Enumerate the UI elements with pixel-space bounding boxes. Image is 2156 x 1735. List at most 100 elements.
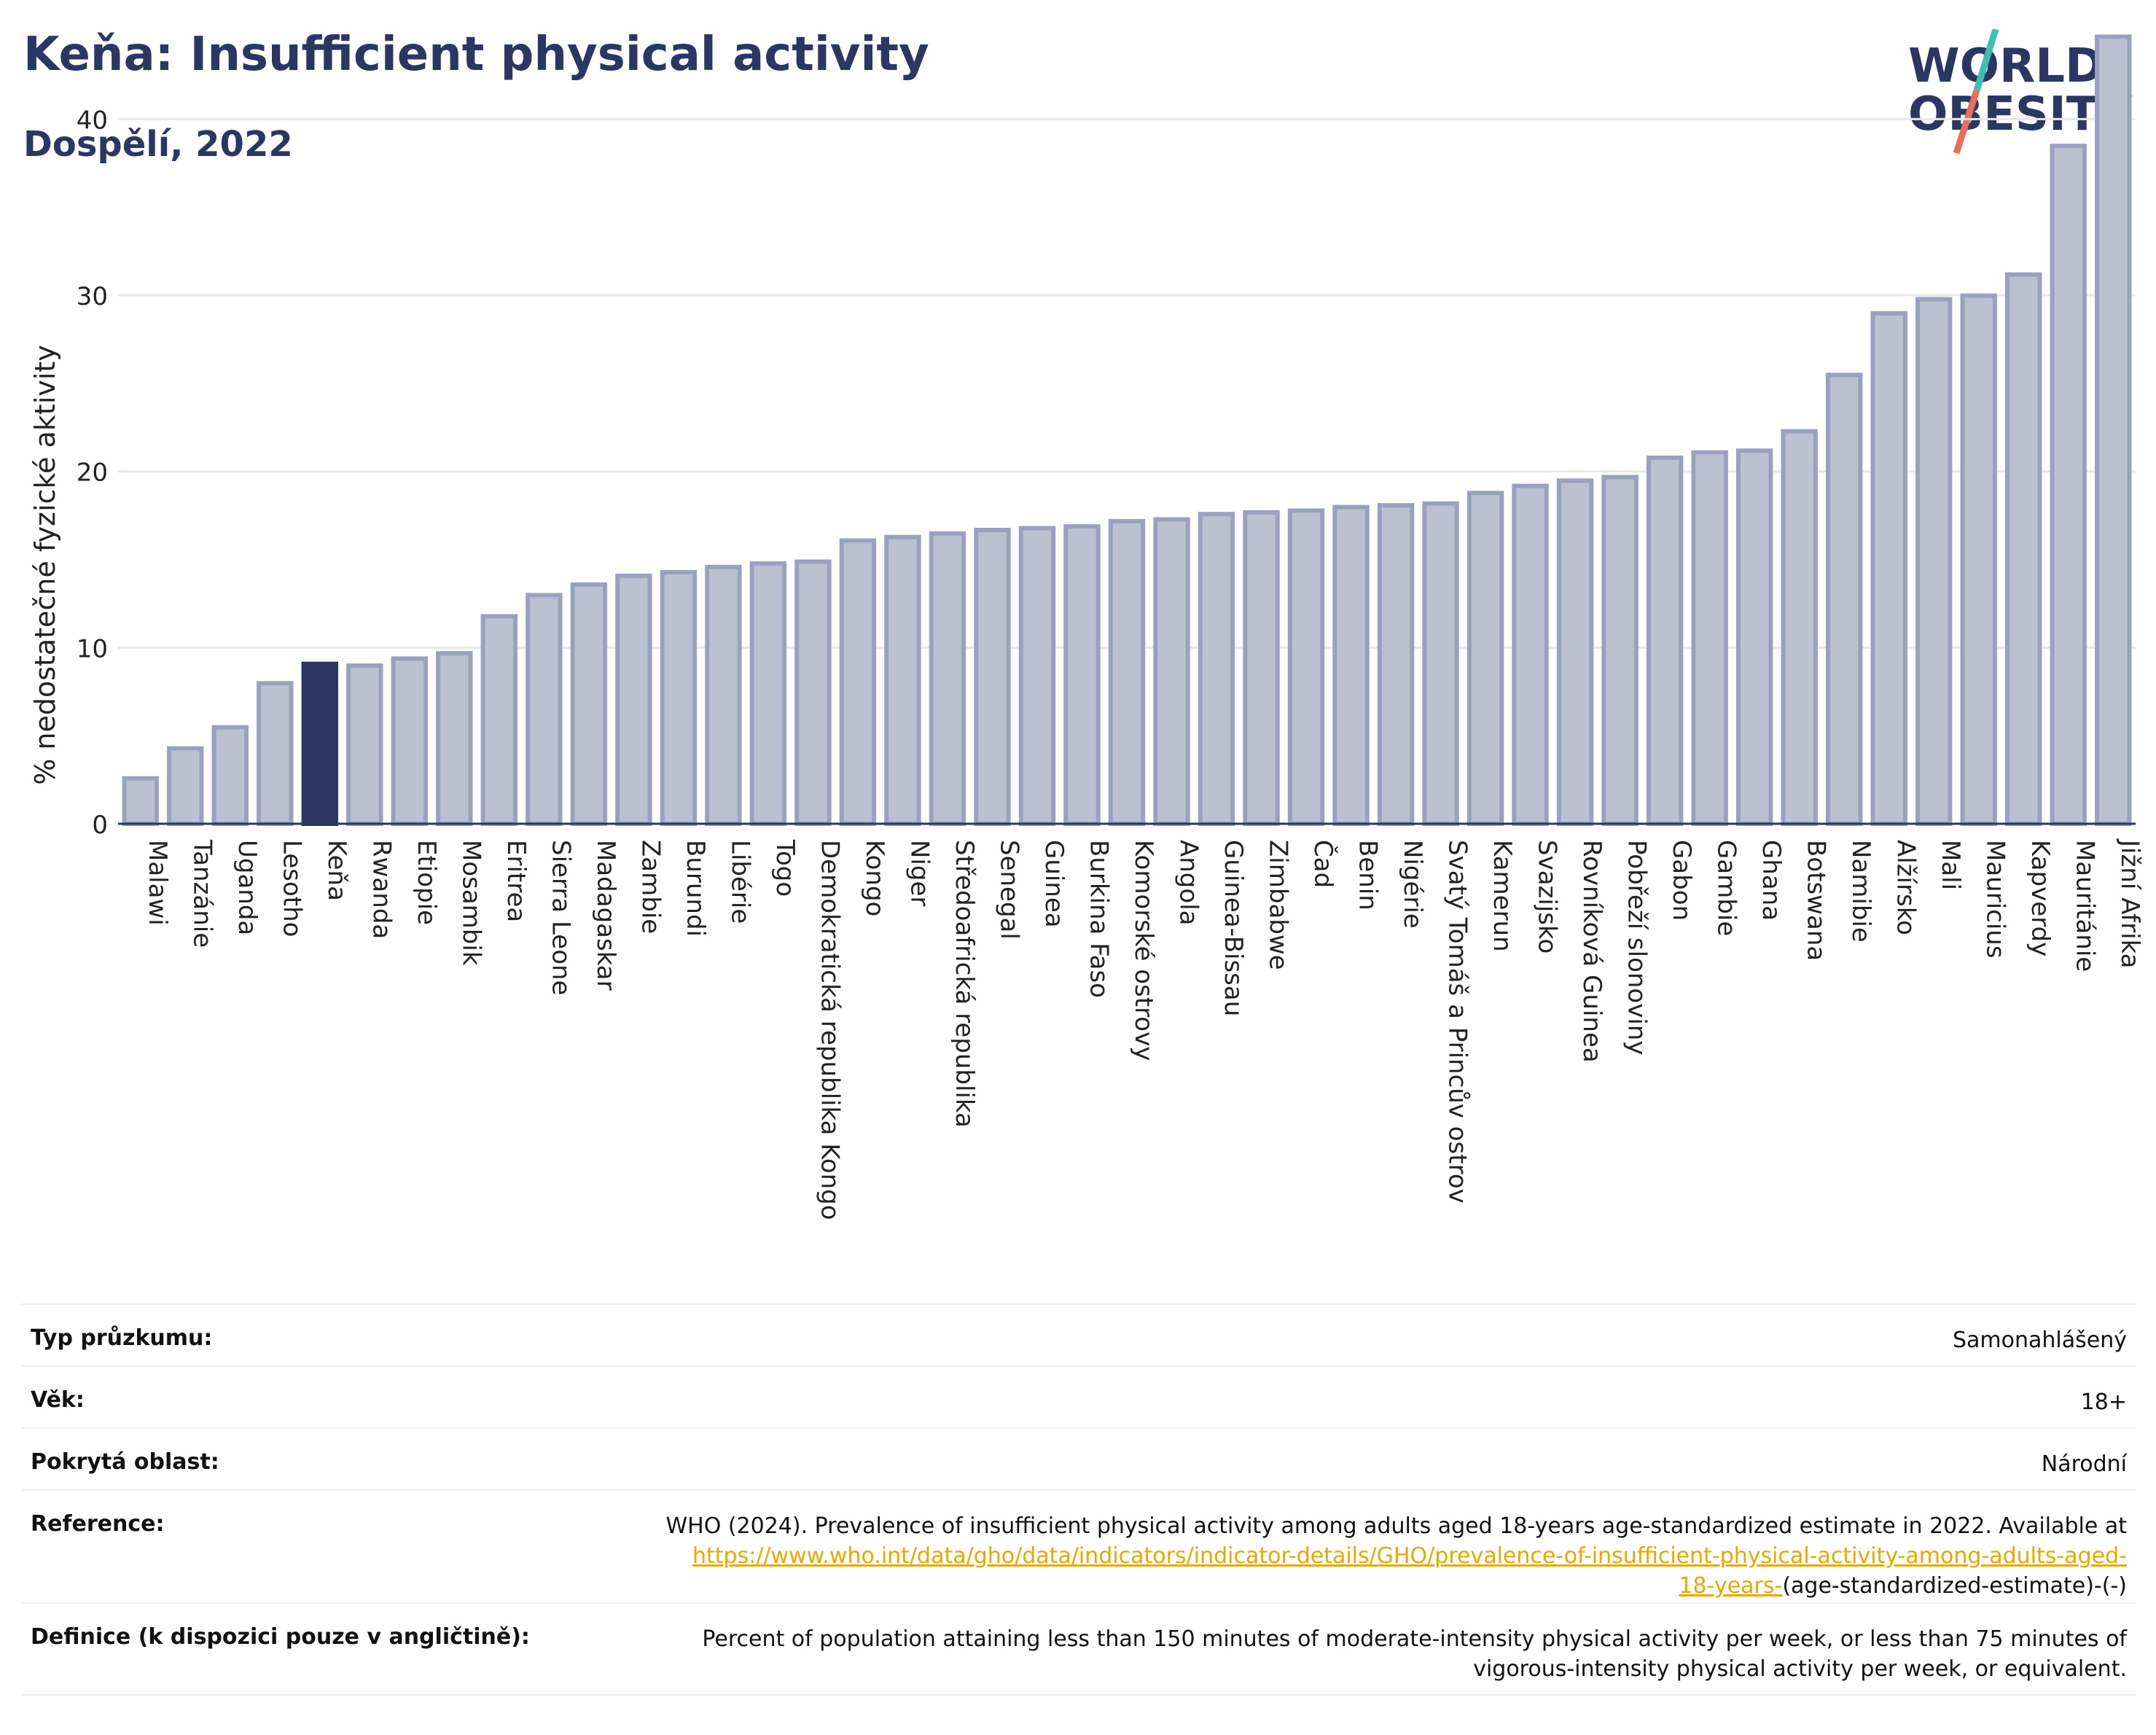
bar [1601, 475, 1639, 826]
x-tick-label: Guinea [1039, 840, 1069, 928]
x-tick-label: Uganda [233, 840, 262, 935]
x-tick-label: Komorské ostrovy [1129, 840, 1158, 1061]
x-tick-label: Madagaskar [591, 840, 620, 991]
info-value: 18+ [593, 1365, 2136, 1428]
bar [1466, 491, 1504, 826]
x-tick-label: Burkina Faso [1084, 840, 1113, 998]
bar [1825, 373, 1863, 826]
x-tick-label: Mauricius [1981, 840, 2010, 959]
y-axis-ticks: 0 10 20 30 40 [77, 106, 108, 840]
info-row-survey-type: Typ průzkumu: Samonahlášený [22, 1303, 2136, 1366]
info-label: Definice (k dispozici pouze v angličtině… [22, 1602, 593, 1696]
bar [884, 534, 921, 827]
x-tick-label: Nigérie [1398, 840, 1427, 929]
logo-text-world: WORLD [1908, 39, 2104, 93]
bar-chart: 0 10 20 30 40 Malawi Tanzánie Uganda Lesotho Keň… [29, 34, 2144, 1220]
page-title: Keňa: Insufficient physical activity [23, 28, 929, 82]
bar [2050, 144, 2087, 826]
bar [1243, 510, 1280, 826]
info-label: Věk: [22, 1365, 593, 1428]
bar [2095, 34, 2132, 826]
bar [1108, 518, 1146, 827]
bar [391, 656, 429, 827]
definition-line-2: vigorous-intensity physical activity per… [1473, 1656, 2127, 1682]
info-row-reference: Reference: WHO (2024). Prevalence of ins… [22, 1489, 2136, 1603]
x-tick-label: Niger [905, 840, 934, 906]
x-tick-label: Lesotho [277, 840, 306, 937]
x-tick-label: Jižní Afrika [2115, 838, 2144, 969]
y-tick-label: 20 [77, 459, 108, 488]
bar [749, 561, 787, 827]
bars [122, 34, 2132, 827]
bar [436, 651, 473, 827]
bar [1063, 524, 1101, 827]
x-tick-label: Kamerun [1488, 840, 1517, 952]
x-tick-label: Ghana [1757, 840, 1786, 921]
x-tick-label: Rovníková Guinea [1577, 840, 1606, 1063]
info-label: Typ průzkumu: [22, 1303, 593, 1366]
bar [1915, 297, 1953, 826]
x-tick-label: Togo [770, 839, 800, 897]
bar [705, 564, 742, 826]
x-tick-label: Malawi [143, 840, 172, 926]
x-tick-label: Eritrea [501, 840, 531, 922]
info-label: Reference: [22, 1489, 593, 1603]
bar [1646, 455, 1684, 827]
bar [1198, 512, 1235, 826]
x-tick-label: Burundi [681, 840, 710, 937]
reference-link-continued[interactable]: 18-years- [1679, 1573, 1783, 1599]
bar [122, 776, 159, 826]
x-tick-label: Botswana [1802, 840, 1831, 961]
x-tick-label: Keňa [322, 840, 351, 901]
x-tick-label: Kapverdy [2026, 840, 2055, 956]
info-value: Samonahlášený [593, 1303, 2136, 1366]
x-tick-label: Středoafrická republika [950, 840, 979, 1128]
bar [346, 663, 383, 826]
page-subtitle: Dospělí, 2022 [23, 124, 293, 165]
bar [1781, 429, 1818, 826]
bar [1018, 526, 1056, 826]
bar [1153, 517, 1190, 826]
bar [1377, 503, 1415, 827]
x-tick-label: Libérie [725, 840, 754, 924]
info-table: Typ průzkumu: Samonahlášený Věk: 18+ Pok… [22, 1303, 2136, 1696]
bar [660, 570, 698, 826]
bar [301, 661, 339, 827]
bar [1512, 483, 1549, 826]
bar [1287, 508, 1325, 827]
x-tick-label: Mauritánie [2071, 840, 2100, 972]
bar [794, 559, 832, 826]
x-tick-label: Zambie [636, 840, 665, 934]
x-tick-label: Rwanda [367, 840, 396, 939]
x-tick-label: Namibie [1846, 840, 1875, 943]
bar [1870, 311, 1907, 826]
x-tick-label: Čad [1308, 840, 1338, 888]
bar [615, 573, 652, 826]
bar [929, 531, 966, 826]
x-tick-label: Zimbabwe [1264, 840, 1293, 970]
x-tick-label: Mosambik [456, 840, 485, 966]
x-tick-label: Mali [1936, 840, 1965, 890]
x-tick-label: Benin [1354, 840, 1383, 911]
bar [1556, 478, 1594, 826]
bar [974, 528, 1011, 826]
info-value: Percent of population attaining less tha… [593, 1602, 2136, 1696]
bar [1691, 450, 1728, 827]
info-row-definition: Definice (k dispozici pouze v angličtině… [22, 1602, 2136, 1696]
x-tick-label: Tanzánie [187, 839, 216, 948]
info-row-age: Věk: 18+ [22, 1365, 2136, 1428]
bar [570, 582, 608, 827]
bar [1332, 504, 1370, 826]
y-tick-label: 10 [77, 634, 108, 663]
x-tick-label: Alžírsko [1891, 840, 1921, 935]
reference-link[interactable]: https://www.who.int/data/gho/data/indica… [692, 1543, 2127, 1569]
logo-slash-teal [1973, 29, 1999, 92]
x-tick-label: Angola [1174, 840, 1203, 925]
x-tick-label: Svatý Tomáš a Princův ostrov [1443, 840, 1472, 1204]
bar [1735, 448, 1773, 826]
bar [839, 538, 877, 826]
logo-slash-coral [1953, 89, 1980, 155]
bar [167, 746, 204, 826]
y-tick-label: 0 [92, 811, 108, 840]
info-value: Národní [593, 1427, 2136, 1490]
